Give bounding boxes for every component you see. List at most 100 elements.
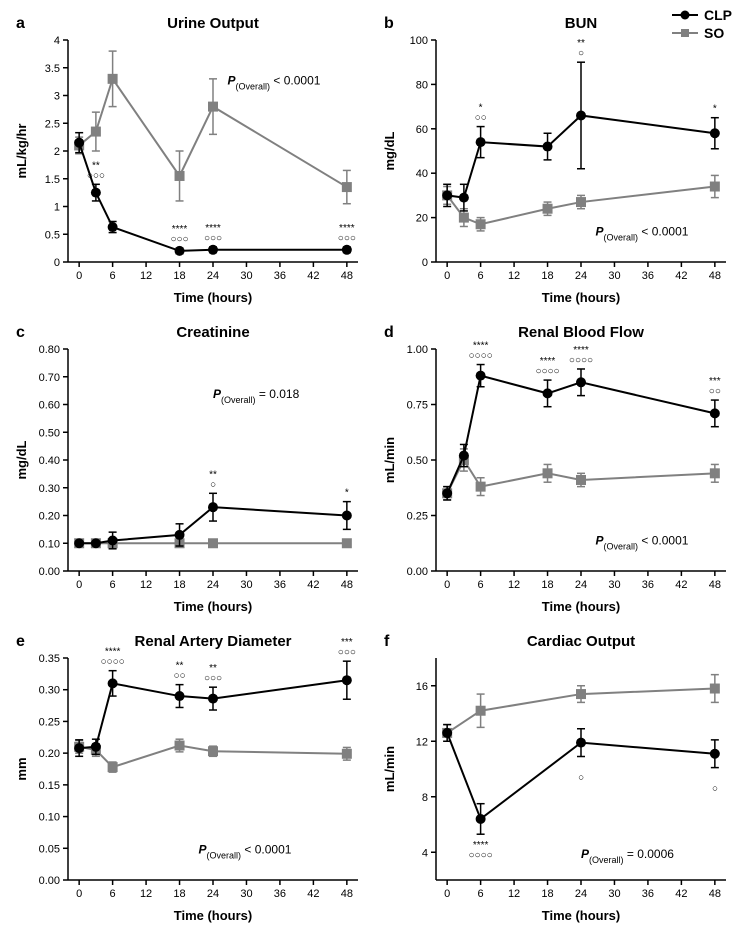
svg-text:16: 16	[416, 681, 428, 693]
svg-text:36: 36	[274, 579, 286, 591]
figure-grid: aUrine Output00.511.522.533.54mL/kg/hr06…	[10, 10, 737, 929]
svg-text:P(Overall) < 0.0001: P(Overall) < 0.0001	[228, 73, 321, 91]
svg-text:Time (hours): Time (hours)	[542, 908, 621, 923]
svg-text:42: 42	[307, 579, 319, 591]
svg-text:12: 12	[416, 736, 428, 748]
svg-text:6: 6	[110, 270, 116, 282]
svg-text:30: 30	[240, 270, 252, 282]
svg-text:18: 18	[541, 579, 553, 591]
svg-text:48: 48	[341, 888, 353, 900]
svg-text:0.00: 0.00	[407, 566, 428, 578]
svg-text:42: 42	[307, 888, 319, 900]
legend-clp-label: CLP	[704, 7, 732, 23]
svg-text:80: 80	[416, 79, 428, 91]
svg-text:40: 40	[416, 168, 428, 180]
svg-text:6: 6	[110, 888, 116, 900]
svg-text:BUN: BUN	[565, 15, 598, 32]
svg-text:3: 3	[54, 91, 60, 103]
svg-text:0.25: 0.25	[39, 716, 60, 728]
svg-text:12: 12	[508, 888, 520, 900]
panel-a: aUrine Output00.511.522.533.54mL/kg/hr06…	[10, 10, 370, 311]
svg-text:○○: ○○	[709, 386, 721, 397]
svg-text:0.80: 0.80	[39, 344, 60, 356]
svg-text:12: 12	[140, 579, 152, 591]
svg-text:c: c	[16, 324, 25, 341]
panel-e: eRenal Artery Diameter0.000.050.100.150.…	[10, 628, 370, 929]
svg-text:42: 42	[307, 270, 319, 282]
svg-text:42: 42	[675, 888, 687, 900]
svg-text:24: 24	[575, 579, 587, 591]
svg-text:12: 12	[140, 270, 152, 282]
legend-so-symbol	[672, 26, 698, 40]
svg-text:Creatinine: Creatinine	[176, 324, 249, 341]
svg-text:0: 0	[422, 257, 428, 269]
svg-text:18: 18	[541, 270, 553, 282]
svg-text:48: 48	[709, 888, 721, 900]
svg-text:1: 1	[54, 202, 60, 214]
svg-text:mg/dL: mg/dL	[382, 131, 397, 170]
svg-text:Urine Output: Urine Output	[167, 15, 259, 32]
svg-text:a: a	[16, 15, 25, 32]
svg-text:60: 60	[416, 124, 428, 136]
svg-text:6: 6	[110, 579, 116, 591]
svg-text:48: 48	[709, 579, 721, 591]
svg-text:0: 0	[76, 888, 82, 900]
svg-text:○○○○: ○○○○	[469, 850, 493, 861]
svg-text:48: 48	[709, 270, 721, 282]
svg-text:Time (hours): Time (hours)	[542, 290, 621, 305]
svg-text:Time (hours): Time (hours)	[174, 599, 253, 614]
svg-text:*: *	[345, 488, 349, 499]
svg-text:24: 24	[207, 888, 219, 900]
svg-text:24: 24	[207, 579, 219, 591]
svg-text:b: b	[384, 15, 394, 32]
svg-text:○○○: ○○○	[338, 647, 356, 658]
svg-text:0.20: 0.20	[39, 511, 60, 523]
svg-text:0.75: 0.75	[407, 400, 428, 412]
svg-text:0.50: 0.50	[39, 427, 60, 439]
svg-text:○○○: ○○○	[170, 234, 188, 245]
svg-text:2: 2	[54, 146, 60, 158]
svg-text:18: 18	[173, 270, 185, 282]
svg-text:○: ○	[712, 784, 718, 795]
svg-text:○○○: ○○○	[87, 170, 105, 181]
svg-text:d: d	[384, 324, 394, 341]
svg-text:0.60: 0.60	[39, 400, 60, 412]
svg-text:0.30: 0.30	[39, 483, 60, 495]
svg-text:30: 30	[240, 579, 252, 591]
svg-text:0: 0	[54, 257, 60, 269]
svg-text:12: 12	[140, 888, 152, 900]
svg-text:18: 18	[173, 888, 185, 900]
svg-text:P(Overall) < 0.0001: P(Overall) < 0.0001	[596, 224, 689, 242]
svg-text:Renal Artery Diameter: Renal Artery Diameter	[134, 633, 291, 650]
svg-text:1.5: 1.5	[45, 174, 60, 186]
svg-text:Cardiac Output: Cardiac Output	[527, 633, 635, 650]
svg-text:8: 8	[422, 792, 428, 804]
svg-text:0: 0	[444, 270, 450, 282]
svg-text:P(Overall) < 0.0001: P(Overall) < 0.0001	[596, 533, 689, 551]
svg-text:6: 6	[478, 270, 484, 282]
svg-text:24: 24	[207, 270, 219, 282]
svg-text:18: 18	[541, 888, 553, 900]
svg-text:6: 6	[478, 579, 484, 591]
svg-text:○○○: ○○○	[204, 673, 222, 684]
svg-text:P(Overall) = 0.0006: P(Overall) = 0.0006	[581, 847, 674, 865]
svg-text:mL/min: mL/min	[382, 437, 397, 483]
svg-text:*: *	[713, 104, 717, 115]
svg-text:100: 100	[410, 35, 428, 47]
svg-text:0.00: 0.00	[39, 566, 60, 578]
svg-text:0.40: 0.40	[39, 455, 60, 467]
svg-text:0: 0	[76, 579, 82, 591]
svg-text:mL/kg/hr: mL/kg/hr	[14, 124, 29, 179]
svg-text:12: 12	[508, 270, 520, 282]
svg-text:48: 48	[341, 270, 353, 282]
svg-text:Time (hours): Time (hours)	[542, 599, 621, 614]
panel-f: fCardiac Output481216mL/min0612182430364…	[378, 628, 738, 929]
svg-text:36: 36	[274, 270, 286, 282]
svg-text:2.5: 2.5	[45, 118, 60, 130]
svg-text:3.5: 3.5	[45, 63, 60, 75]
svg-text:42: 42	[675, 270, 687, 282]
svg-text:0.35: 0.35	[39, 653, 60, 665]
svg-text:mL/min: mL/min	[382, 746, 397, 792]
svg-text:0.50: 0.50	[407, 455, 428, 467]
svg-text:36: 36	[274, 888, 286, 900]
